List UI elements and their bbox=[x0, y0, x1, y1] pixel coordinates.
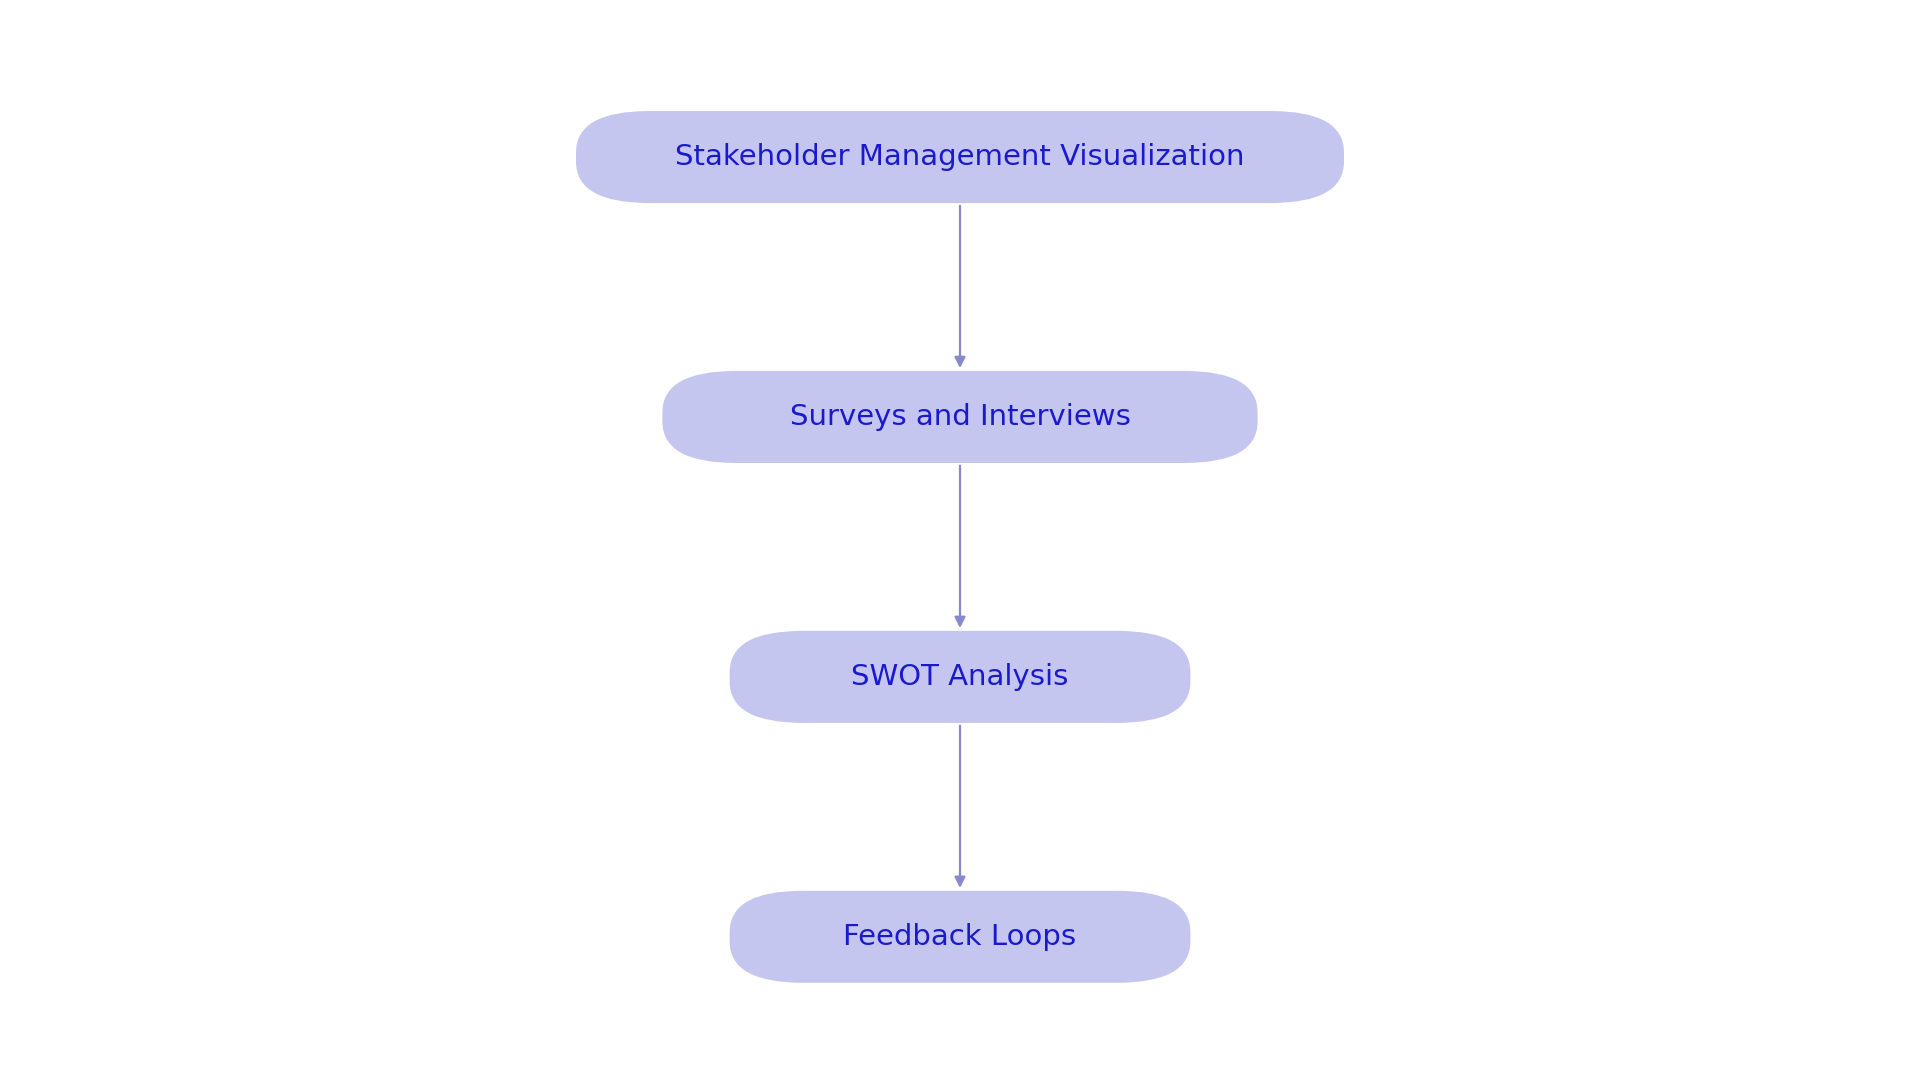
FancyBboxPatch shape bbox=[730, 890, 1190, 983]
Text: Stakeholder Management Visualization: Stakeholder Management Visualization bbox=[676, 143, 1244, 171]
Text: Feedback Loops: Feedback Loops bbox=[843, 923, 1077, 951]
Text: SWOT Analysis: SWOT Analysis bbox=[851, 663, 1069, 691]
Text: Surveys and Interviews: Surveys and Interviews bbox=[789, 403, 1131, 431]
FancyBboxPatch shape bbox=[576, 112, 1344, 204]
FancyBboxPatch shape bbox=[662, 370, 1258, 464]
FancyBboxPatch shape bbox=[730, 630, 1190, 723]
